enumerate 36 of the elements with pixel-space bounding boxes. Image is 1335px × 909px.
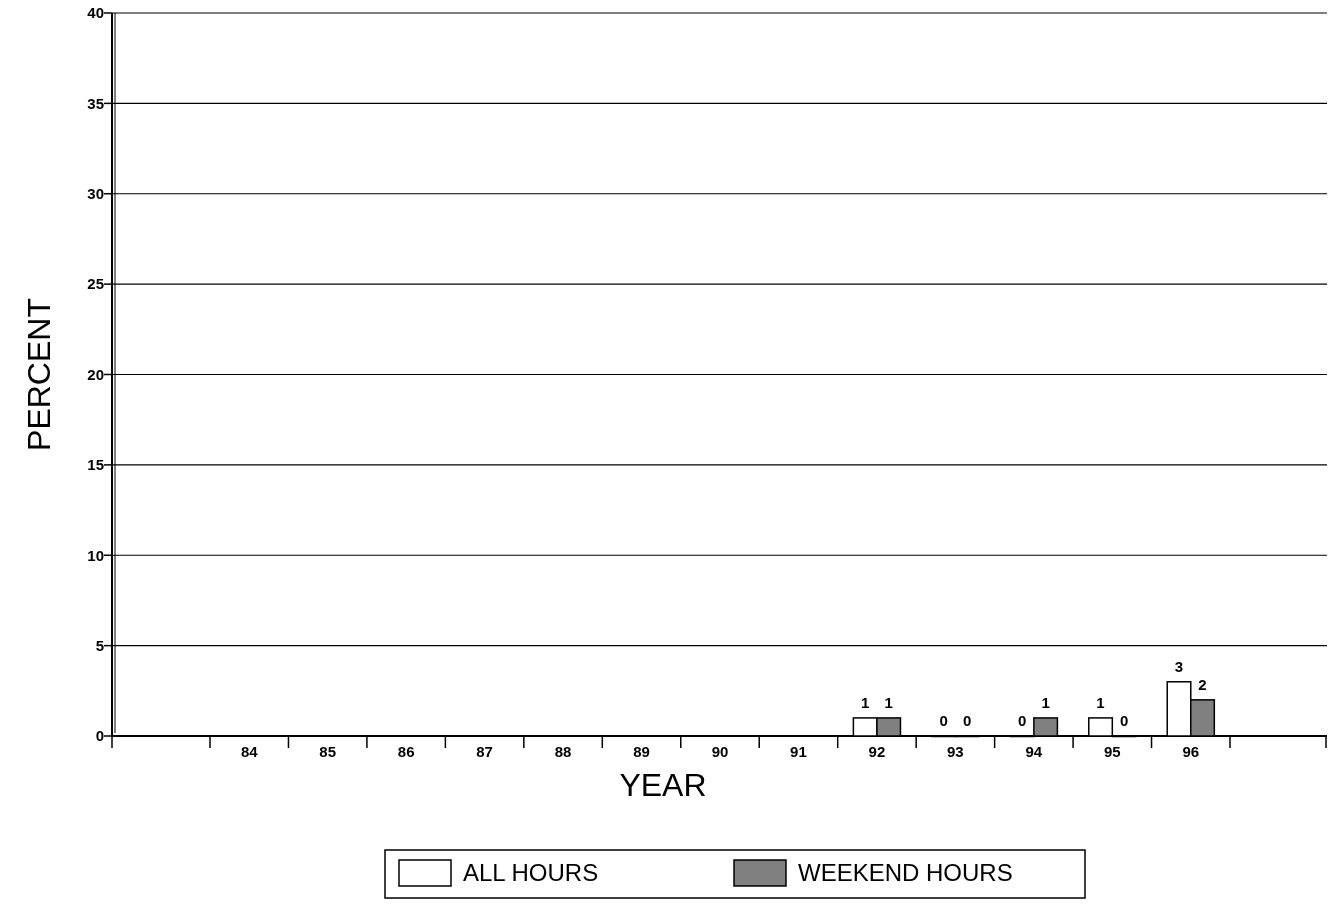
y-tick-label: 30 — [87, 185, 104, 202]
x-tick-label: 89 — [633, 743, 650, 760]
x-tick-label: 87 — [476, 743, 493, 760]
data-label: 1 — [1096, 693, 1105, 711]
x-tick-label: 93 — [947, 743, 964, 760]
x-tick-label: 92 — [868, 743, 886, 760]
legend-label: WEEKEND HOURS — [798, 859, 1013, 887]
x-tick-label: 86 — [397, 743, 415, 760]
data-label: 0 — [1017, 712, 1027, 729]
x-tick-label: 95 — [1103, 743, 1121, 760]
data-label: 1 — [860, 693, 870, 711]
x-tick-label: 90 — [711, 743, 729, 760]
x-tick-label: 84 — [240, 743, 259, 760]
y-tick-label: 25 — [87, 275, 104, 293]
data-label: 2 — [1198, 675, 1207, 693]
x-tick-label: 96 — [1182, 743, 1200, 760]
y-tick-label: 20 — [87, 365, 104, 383]
data-label: 0 — [939, 712, 948, 729]
y-axis-title: PERCENT — [21, 298, 57, 451]
y-tick-label: 0 — [95, 727, 104, 745]
x-tick-label: 94 — [1025, 743, 1043, 760]
y-tick-label: 10 — [87, 546, 104, 564]
y-tick-label: 5 — [95, 636, 104, 654]
legend-label: ALL HOURS — [463, 859, 599, 887]
x-tick-label: 88 — [554, 743, 572, 760]
y-tick-label: 15 — [87, 456, 104, 474]
data-label: 0 — [962, 712, 972, 729]
data-label: 1 — [1041, 693, 1050, 711]
x-tick-label: 91 — [790, 743, 807, 760]
data-label: 1 — [884, 693, 893, 711]
x-tick-label: 85 — [319, 743, 337, 760]
data-label: 0 — [1119, 712, 1129, 729]
x-axis-title: YEAR — [619, 767, 707, 803]
y-tick-label: 40 — [87, 4, 104, 22]
y-tick-label: 35 — [87, 94, 104, 112]
data-label: 3 — [1174, 657, 1184, 675]
